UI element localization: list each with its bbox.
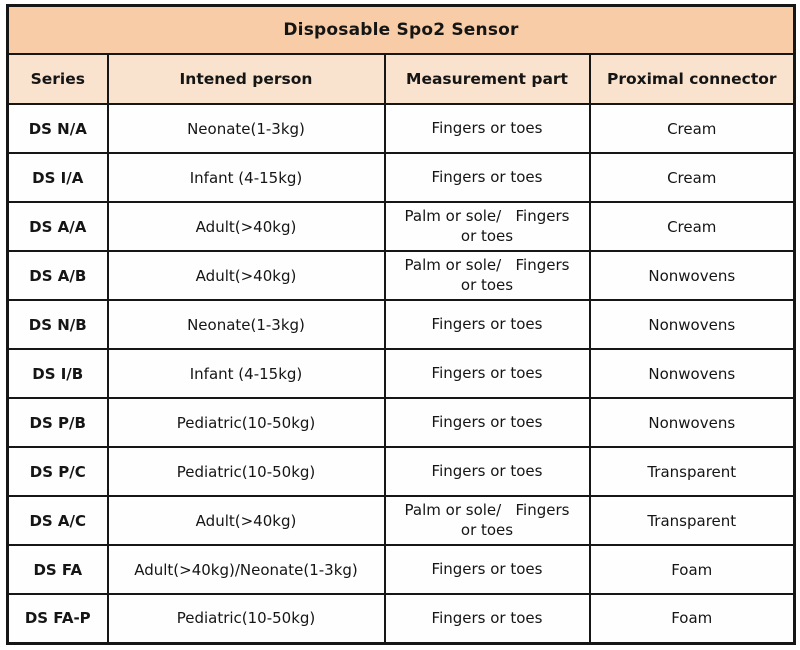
intended-person-cell: Neonate(1-3kg)	[106, 103, 386, 154]
column-header-series: Series	[6, 53, 109, 105]
table-row: DS N/A Neonate(1-3kg) Fingers or toes Cr…	[6, 103, 796, 154]
series-cell: DS P/C	[6, 446, 109, 497]
table-row: DS A/C Adult(>40kg) Palm or sole/ Finger…	[6, 495, 796, 546]
series-cell: DS P/B	[6, 397, 109, 448]
proximal-connector-cell: Cream	[588, 103, 796, 154]
table-row: DS I/A Infant (4-15kg) Fingers or toes C…	[6, 152, 796, 203]
table-row: DS P/C Pediatric(10-50kg) Fingers or toe…	[6, 446, 796, 497]
measurement-part-cell: Palm or sole/ Fingers or toes	[383, 201, 591, 252]
spo2-sensor-table: Disposable Spo2 Sensor Series Intened pe…	[6, 4, 796, 645]
intended-person-cell: Adult(>40kg)/Neonate(1-3kg)	[106, 544, 386, 595]
series-cell: DS A/B	[6, 250, 109, 301]
intended-person-cell: Infant (4-15kg)	[106, 152, 386, 203]
measurement-part-cell: Fingers or toes	[383, 103, 591, 154]
intended-person-cell: Adult(>40kg)	[106, 495, 386, 546]
intended-person-cell: Neonate(1-3kg)	[106, 299, 386, 350]
proximal-connector-cell: Cream	[588, 152, 796, 203]
column-header-measurement-part: Measurement part	[383, 53, 591, 105]
table-title-row: Disposable Spo2 Sensor	[6, 4, 796, 55]
table-row: DS A/B Adult(>40kg) Palm or sole/ Finger…	[6, 250, 796, 301]
series-cell: DS I/A	[6, 152, 109, 203]
table-row: DS FA-P Pediatric(10-50kg) Fingers or to…	[6, 593, 796, 644]
table-header-row: Series Intened person Measurement part P…	[6, 53, 796, 105]
proximal-connector-cell: Foam	[588, 593, 796, 644]
intended-person-cell: Adult(>40kg)	[106, 250, 386, 301]
proximal-connector-cell: Transparent	[588, 446, 796, 497]
proximal-connector-cell: Foam	[588, 544, 796, 595]
proximal-connector-cell: Nonwovens	[588, 348, 796, 399]
proximal-connector-cell: Transparent	[588, 495, 796, 546]
measurement-part-cell: Fingers or toes	[383, 348, 591, 399]
proximal-connector-cell: Cream	[588, 201, 796, 252]
series-cell: DS A/A	[6, 201, 109, 252]
measurement-part-cell: Fingers or toes	[383, 299, 591, 350]
intended-person-cell: Pediatric(10-50kg)	[106, 397, 386, 448]
measurement-part-cell: Fingers or toes	[383, 397, 591, 448]
table-row: DS A/A Adult(>40kg) Palm or sole/ Finger…	[6, 201, 796, 252]
measurement-part-cell: Fingers or toes	[383, 446, 591, 497]
proximal-connector-cell: Nonwovens	[588, 299, 796, 350]
proximal-connector-cell: Nonwovens	[588, 250, 796, 301]
measurement-part-cell: Palm or sole/ Fingers or toes	[383, 250, 591, 301]
series-cell: DS N/A	[6, 103, 109, 154]
proximal-connector-cell: Nonwovens	[588, 397, 796, 448]
measurement-part-cell: Fingers or toes	[383, 593, 591, 644]
series-cell: DS N/B	[6, 299, 109, 350]
table-row: DS FA Adult(>40kg)/Neonate(1-3kg) Finger…	[6, 544, 796, 595]
intended-person-cell: Infant (4-15kg)	[106, 348, 386, 399]
table-row: DS I/B Infant (4-15kg) Fingers or toes N…	[6, 348, 796, 399]
intended-person-cell: Adult(>40kg)	[106, 201, 386, 252]
column-header-intended-person: Intened person	[106, 53, 386, 105]
measurement-part-cell: Fingers or toes	[383, 544, 591, 595]
series-cell: DS A/C	[6, 495, 109, 546]
measurement-part-cell: Fingers or toes	[383, 152, 591, 203]
series-cell: DS FA	[6, 544, 109, 595]
table-row: DS P/B Pediatric(10-50kg) Fingers or toe…	[6, 397, 796, 448]
intended-person-cell: Pediatric(10-50kg)	[106, 446, 386, 497]
column-header-proximal-connector: Proximal connector	[588, 53, 796, 105]
series-cell: DS I/B	[6, 348, 109, 399]
table-title: Disposable Spo2 Sensor	[6, 4, 796, 55]
table-row: DS N/B Neonate(1-3kg) Fingers or toes No…	[6, 299, 796, 350]
series-cell: DS FA-P	[6, 593, 109, 644]
intended-person-cell: Pediatric(10-50kg)	[106, 593, 386, 644]
measurement-part-cell: Palm or sole/ Fingers or toes	[383, 495, 591, 546]
table-body: DS N/A Neonate(1-3kg) Fingers or toes Cr…	[6, 103, 796, 644]
